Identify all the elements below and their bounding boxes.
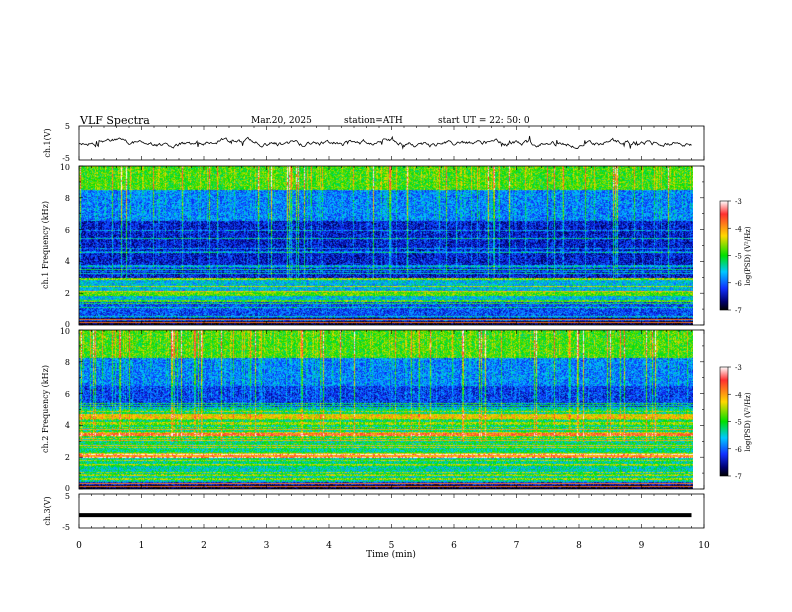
time-tick-label: 5 [389,541,395,551]
colorbar-tick-label: -4 [735,225,742,233]
ch1-colorbar-label: log(PSD) (V²/Hz) [744,226,752,285]
time-axis-label: Time (min) [366,549,416,560]
time-tick-label: 1 [139,541,145,551]
ch2-spectrogram-image [79,330,693,489]
ch3-waveform-ylabel: ch.3(V) [43,496,52,525]
ch1-waveform-ylabel: ch.1(V) [43,128,52,157]
time-tick-label: 0 [76,541,82,551]
ch3-ytick-bottom: -5 [62,523,70,532]
colorbar-tick-label: -5 [735,253,742,261]
colorbar-tick-label: -7 [735,307,742,315]
ch1-waveform-ticks [78,126,705,160]
ch1-waveform-trace [78,135,692,150]
time-tick-label: 7 [514,541,520,551]
ch1-colorbar: -3 -4 -5 -6 -7 log(PSD) (V²/Hz) [719,198,752,315]
start-time-label: start UT = 22: 50: 0 [438,116,530,126]
ch1-colorbar-gradient [719,200,729,311]
ch1-spectrogram-image [79,166,693,325]
colorbar-tick-label: -3 [735,198,742,206]
ch1-ytick-top: 5 [65,122,70,131]
figure-title: VLF Spectra [79,114,150,127]
time-tick-label: 4 [326,541,332,551]
station-label: station=ATH [344,116,403,126]
ch1-spectrogram-ylabel: ch.1 Frequency (kHz) [41,201,50,289]
date-label: Mar.20, 2025 [251,116,312,126]
time-tick-label: 10 [698,541,710,551]
ch2-colorbar-ticks: -3 -4 -5 -6 -7 [728,364,742,481]
ch2-freq-tick-4: 4 [65,421,70,430]
ch3-ytick-top: 5 [65,492,70,501]
time-tick-label: 3 [264,541,270,551]
colorbar-tick-label: -6 [735,280,742,288]
time-axis-tick-labels: 0 1 2 3 4 5 6 7 8 9 10 [76,541,710,551]
ch1-waveform-frame [78,125,705,161]
ch2-colorbar: -3 -4 -5 -6 -7 log(PSD) (V²/Hz) [719,364,752,481]
ch2-spectrogram-ticks [78,329,705,490]
ch2-freq-tick-8: 8 [65,358,70,367]
ch1-freq-tick-2: 2 [65,289,70,298]
colorbar-tick-label: -7 [735,473,742,481]
ch2-freq-tick-2: 2 [65,453,70,462]
ch2-spectrogram-image-holder [79,330,693,489]
ch3-waveform-panel: 5 -5 ch.3(V) [43,492,705,532]
ch2-freq-tick-6: 6 [65,390,70,399]
time-tick-label: 8 [576,541,582,551]
ch1-waveform-panel: 5 -5 ch.1(V) [43,122,705,163]
ch1-freq-tick-0: 0 [65,320,70,329]
ch2-spectrogram-panel: 10 8 6 4 2 0 ch.2 Frequency (kHz) [41,327,705,493]
ch1-spectrogram-panel: 10 8 6 4 2 0 ch.1 Frequency (kHz) [41,163,705,329]
colorbar-tick-label: -3 [735,364,742,372]
time-tick-label: 9 [639,541,645,551]
ch1-freq-tick-6: 6 [65,226,70,235]
ch2-freq-tick-0: 0 [65,484,70,493]
ch2-freq-tick-10: 10 [60,327,70,336]
colorbar-tick-label: -6 [735,446,742,454]
ch1-freq-tick-8: 8 [65,194,70,203]
ch2-colorbar-label: log(PSD) (V²/Hz) [744,392,752,451]
ch1-freq-tick-10: 10 [60,163,70,172]
ch3-waveform-ticks [78,494,705,528]
ch1-ytick-bottom: -5 [62,154,70,163]
ch3-waveform-frame [78,493,705,529]
time-tick-label: 2 [201,541,207,551]
ch1-spectrogram-image-holder [79,166,693,325]
colorbar-tick-label: -5 [735,419,742,427]
ch1-colorbar-ticks: -3 -4 -5 -6 -7 [728,198,742,315]
ch2-spectrogram-ylabel: ch.2 Frequency (kHz) [41,365,50,453]
ch1-spectrogram-ticks [78,165,705,326]
ch1-freq-tick-4: 4 [65,257,70,266]
time-tick-label: 6 [451,541,457,551]
colorbar-tick-label: -4 [735,391,742,399]
ch2-colorbar-gradient [719,366,729,477]
